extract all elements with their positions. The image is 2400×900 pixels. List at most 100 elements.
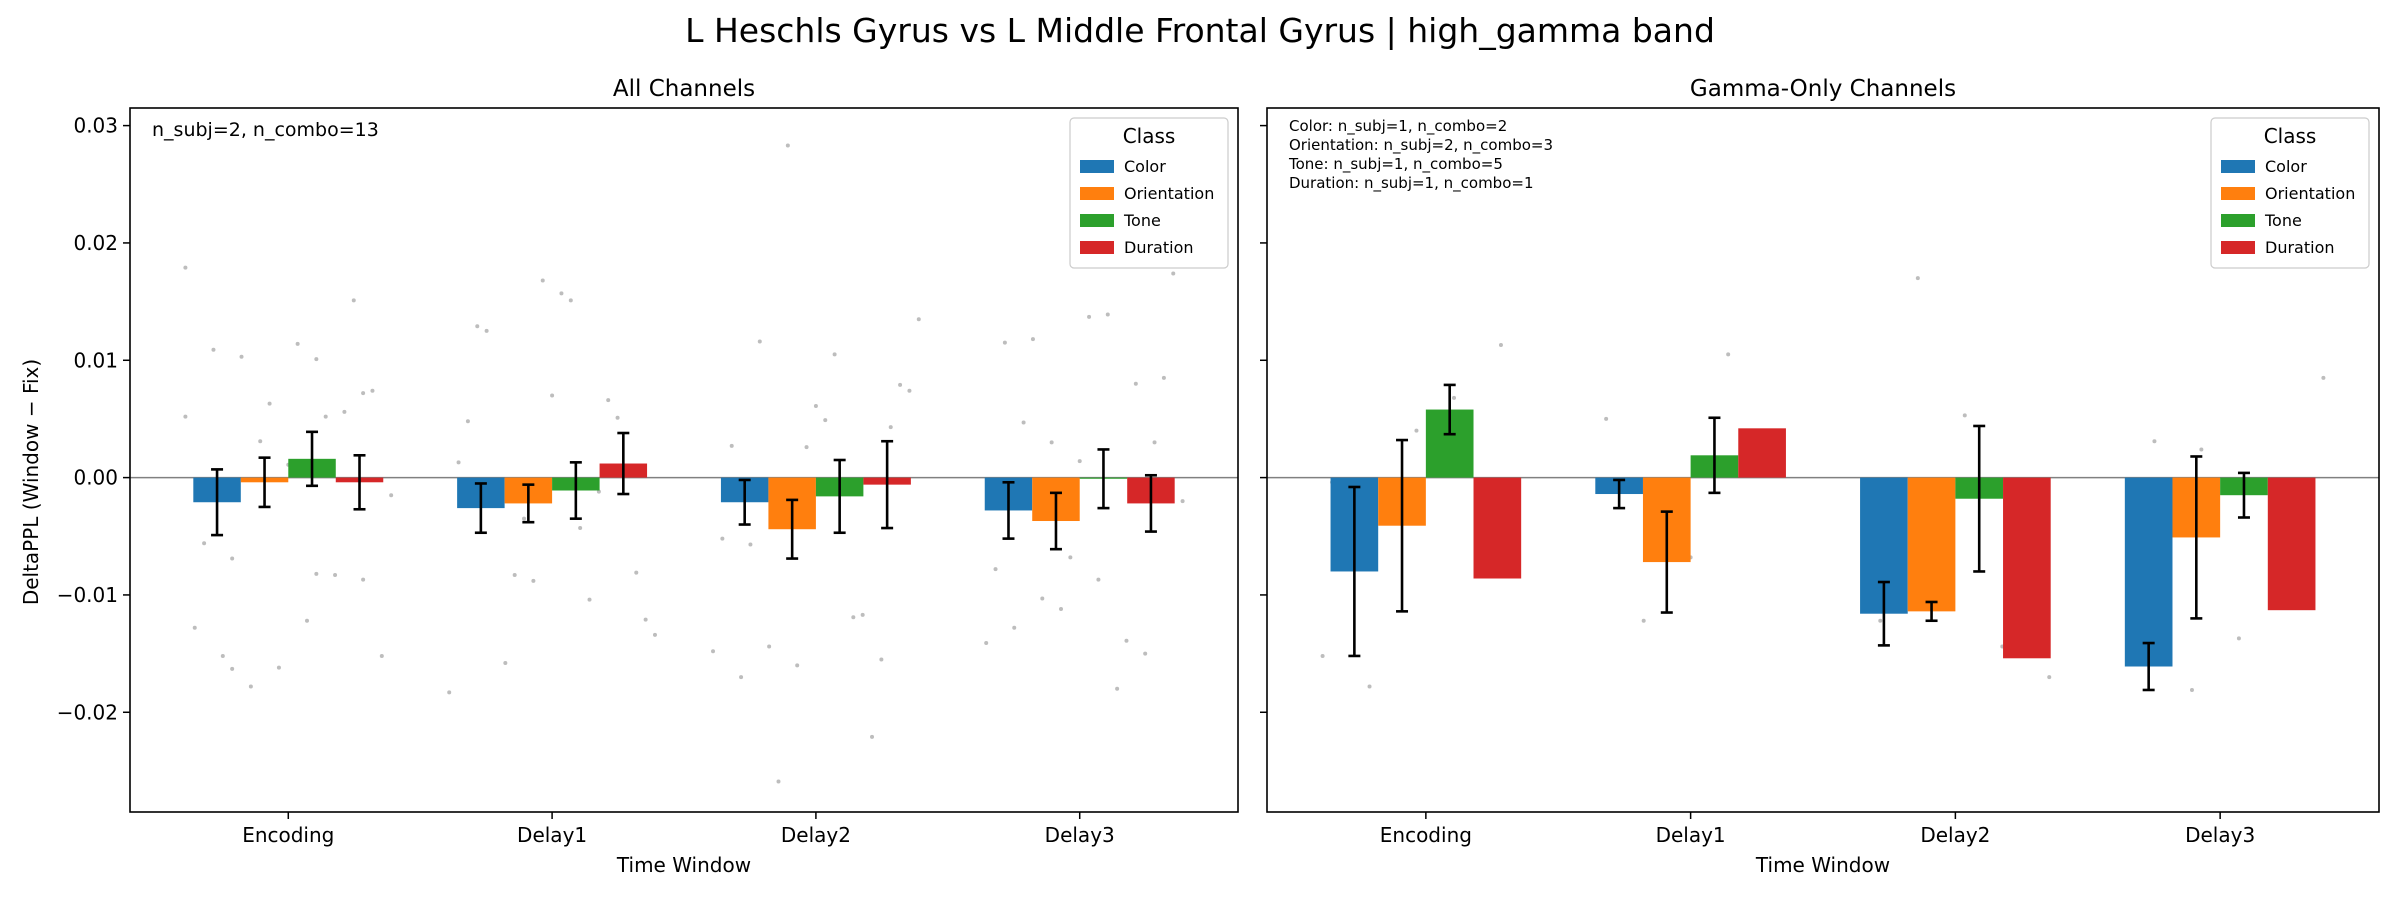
scatter-point [370,388,375,393]
axes-frame [129,107,1239,813]
y-tick-label: 0.03 [73,114,118,138]
legend-title: Class [2264,124,2317,148]
bar-color [2124,477,2173,667]
scatter-point [606,398,611,403]
scatter-point [447,690,452,695]
scatter-point [192,625,197,630]
legend-label: Orientation [1124,184,1214,203]
scatter-point [729,443,734,448]
scatter-point [456,460,461,465]
axes-frame [1266,107,2380,813]
scatter-point [540,278,545,283]
x-tick-label: Delay3 [2185,823,2255,847]
legend-swatch [1080,187,1114,200]
scatter-point [475,324,480,329]
scatter-point [314,357,319,362]
scatter-point [2047,675,2052,680]
scatter-point [2321,375,2326,380]
scatter-point [1180,499,1185,504]
scatter-point [333,572,338,577]
scatter-point [1171,271,1176,276]
scatter-point [512,572,517,577]
scatter-point [1878,618,1883,623]
scatter-point [813,404,818,409]
scatter-point [879,657,884,662]
x-tick-label: Delay1 [517,823,587,847]
scatter-point [587,597,592,602]
scatter-point [1049,440,1054,445]
scatter-point [1143,651,1148,656]
annotation-text: n_subj=2, n_combo=13 [152,119,379,141]
scatter-point [785,143,790,148]
x-tick-label: Delay2 [1920,823,1990,847]
scatter-point [389,493,394,498]
bar-duration [2003,477,2051,659]
legend-label: Tone [1123,211,1161,230]
scatter-point [711,649,716,654]
scatter-point [643,617,648,622]
scatter-point [323,414,328,419]
scatter-point [568,298,573,303]
scatter-point [2199,447,2204,452]
scatter-point [767,644,772,649]
legend: Class Color Orientation Tone Duration [1069,117,1229,269]
scatter-point [823,418,828,423]
bar-duration [1738,428,1786,478]
scatter-point [652,632,657,637]
x-axis-label: Time Window [1755,853,1890,877]
scatter-point [748,542,753,547]
scatter-point [2189,687,2194,692]
scatter-point [1641,618,1646,623]
scatter-point [1962,413,1967,418]
y-tick-label: 0.00 [73,466,118,490]
scatter-point [314,571,319,576]
y-axis-label: DeltaPPL (Window − Fix) [19,359,43,605]
legend-label: Color [2265,157,2307,176]
scatter-point [276,665,281,670]
legend-label: Duration [2265,238,2335,257]
x-tick-label: Delay3 [1045,823,1115,847]
scatter-point [851,615,856,620]
bar-duration [1473,477,1522,579]
scatter-point [465,419,470,424]
scatter-point [1367,684,1372,689]
scatter-point [230,556,235,561]
scatter-point [1133,381,1138,386]
x-tick-label: Encoding [1380,823,1472,847]
scatter-point [916,317,921,322]
y-tick-label: 0.01 [73,348,118,372]
legend-label: Orientation [2265,184,2355,203]
scatter-point [202,541,207,546]
scatter-point [757,339,762,344]
scatter-point [596,489,601,494]
legend-label: Tone [2264,211,2302,230]
scatter-point [739,675,744,680]
scatter-point [1087,314,1092,319]
bar-duration [2267,477,2316,611]
annotation-text: Color: n_subj=1, n_combo=2 [1289,117,1507,136]
scatter-point [1105,312,1110,317]
scatter-point [907,388,912,393]
scatter-point [634,570,639,575]
bar-orientation [1907,477,1956,612]
scatter-point [484,328,489,333]
legend-swatch [2221,241,2255,254]
scatter-point [1452,395,1457,400]
scatter-point [379,653,384,658]
scatter-point [1152,440,1157,445]
scatter-point [361,391,366,396]
scatter-point [993,567,998,572]
x-tick-label: Delay2 [781,823,851,847]
scatter-point [1604,416,1609,421]
scatter-point [898,382,903,387]
x-tick-label: Delay1 [1656,823,1726,847]
scatter-point [342,409,347,414]
scatter-point [230,666,235,671]
legend-title: Class [1123,124,1176,148]
scatter-point [1161,375,1166,380]
scatter-point [559,291,564,296]
scatter-point [351,298,356,303]
legend-swatch [1080,241,1114,254]
x-tick-label: Encoding [242,823,334,847]
legend-box [1069,117,1229,269]
